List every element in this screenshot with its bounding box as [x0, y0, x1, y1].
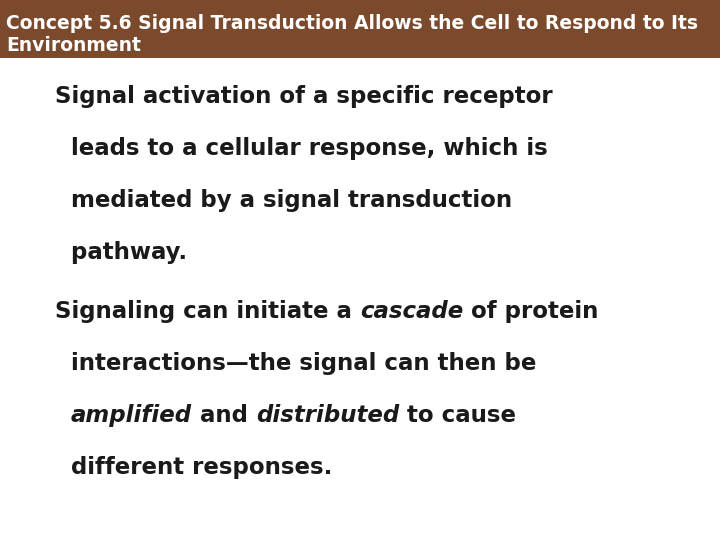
Text: Environment: Environment: [6, 36, 141, 55]
Text: amplified: amplified: [71, 404, 192, 427]
Text: mediated by a signal transduction: mediated by a signal transduction: [55, 189, 512, 212]
Text: of protein: of protein: [463, 300, 598, 323]
Text: distributed: distributed: [256, 404, 400, 427]
Text: pathway.: pathway.: [55, 241, 187, 264]
Text: cascade: cascade: [360, 300, 463, 323]
Text: Signal activation of a specific receptor: Signal activation of a specific receptor: [55, 85, 553, 108]
Text: interactions—the signal can then be: interactions—the signal can then be: [55, 352, 536, 375]
Bar: [0, 0, 720, 58]
Text: to cause: to cause: [400, 404, 516, 427]
Text: different responses.: different responses.: [55, 456, 333, 479]
Text: and: and: [192, 404, 256, 427]
Text: leads to a cellular response, which is: leads to a cellular response, which is: [55, 137, 548, 160]
Text: Concept 5.6 Signal Transduction Allows the Cell to Respond to Its: Concept 5.6 Signal Transduction Allows t…: [6, 14, 698, 33]
Text: Signaling can initiate a: Signaling can initiate a: [55, 300, 360, 323]
